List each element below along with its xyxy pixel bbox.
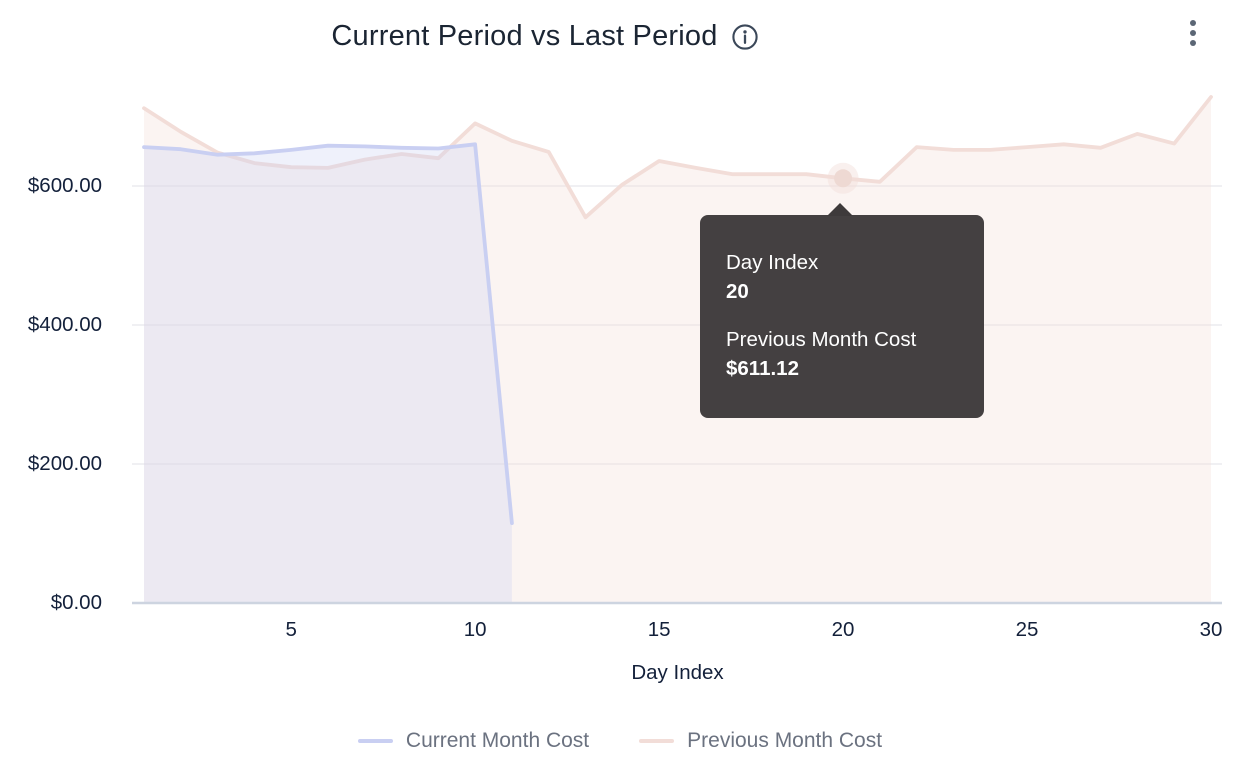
tooltip-x-label: Day Index — [726, 251, 819, 274]
y-axis-tick: $200.00 — [27, 452, 102, 475]
chart-tooltip: Day Index 20 Previous Month Cost $611.12 — [700, 203, 984, 418]
chart-title: Current Period vs Last Period — [331, 20, 718, 52]
gridlines — [132, 185, 1222, 465]
tooltip-x-group: Day Index 20 — [726, 248, 958, 306]
x-axis-title: Day Index — [631, 661, 724, 684]
kebab-dot — [1190, 20, 1196, 26]
line-previous-month-cost — [142, 95, 1213, 220]
tooltip-series-group: Previous Month Cost $611.12 — [726, 325, 958, 383]
line-current-month-cost — [142, 142, 514, 525]
x-axis-tick: 20 — [831, 618, 855, 641]
kebab-menu-icon[interactable] — [1179, 15, 1207, 51]
x-axis-tick: 10 — [463, 618, 487, 641]
chart-legend: Current Month Cost Previous Month Cost — [0, 723, 1240, 759]
tooltip-series-label: Previous Month Cost — [726, 328, 917, 351]
tooltip-series-value: $611.12 — [726, 357, 799, 380]
highlight-point[interactable] — [827, 162, 859, 194]
kebab-dot — [1190, 30, 1196, 36]
legend-item-previous-month-cost[interactable]: Previous Month Cost — [639, 728, 882, 754]
tooltip-arrow — [827, 203, 853, 216]
legend-swatch — [357, 739, 393, 743]
x-axis-tick: 5 — [285, 618, 297, 641]
tooltip-x-value: 20 — [726, 280, 749, 303]
kebab-dot — [1190, 40, 1196, 46]
chart-header: Current Period vs Last Period — [0, 15, 1090, 57]
highlight-dot — [834, 169, 853, 188]
info-circle-icon[interactable] — [731, 23, 759, 51]
y-axis-tick: $0.00 — [50, 591, 102, 614]
x-axis-tick: 30 — [1199, 618, 1223, 641]
y-axis-tick: $400.00 — [27, 313, 102, 336]
x-axis-tick: 25 — [1015, 618, 1039, 641]
area-current-month-cost — [144, 144, 512, 604]
x-axis-tick: 15 — [647, 618, 671, 641]
legend-swatch — [639, 739, 675, 743]
legend-label: Previous Month Cost — [687, 729, 883, 752]
legend-label: Current Month Cost — [405, 729, 590, 752]
legend-item-current-month-cost[interactable]: Current Month Cost — [357, 728, 590, 754]
series-layer — [142, 95, 1213, 604]
y-axis-tick: $600.00 — [27, 174, 102, 197]
